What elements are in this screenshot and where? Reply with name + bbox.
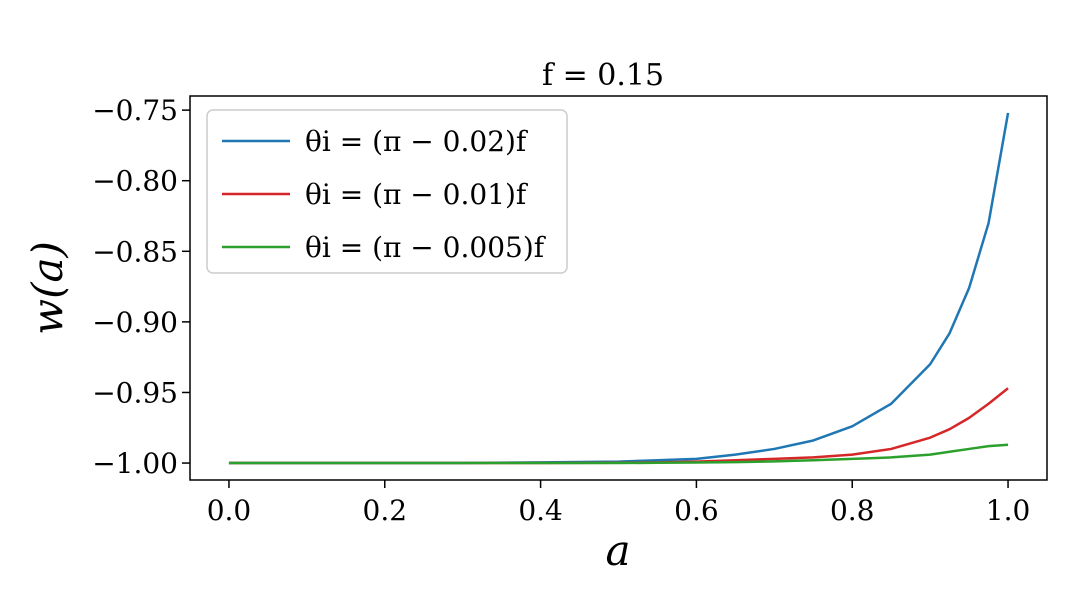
x-tick-label: 0.2: [363, 494, 408, 527]
y-axis: −0.75 −0.80 −0.85 −0.90 −0.95 −1.00: [92, 94, 190, 480]
legend-label-2: θi = (π − 0.01)f: [305, 178, 529, 211]
series-line-3: [228, 443, 1009, 465]
legend-label-3: θi = (π − 0.005)f: [305, 231, 547, 264]
x-tick-label: 0.8: [830, 494, 875, 527]
chart-title: f = 0.15: [542, 58, 664, 93]
plot-frame: [189, 95, 1048, 481]
legend-box: [206, 109, 568, 274]
y-tick-label: −0.75: [92, 94, 178, 127]
legend: θi = (π − 0.02)f θi = (π − 0.01)f θi = (π …: [206, 109, 568, 274]
y-tick-label: −0.90: [92, 306, 178, 339]
y-tick-label: −1.00: [92, 447, 178, 480]
y-tick-label: −0.80: [92, 165, 178, 198]
x-tick-label: 1.0: [986, 494, 1031, 527]
legend-label-1: θi = (π − 0.02)f: [305, 125, 529, 158]
x-axis: 0.0 0.2 0.4 0.6 0.8 1.0: [207, 480, 1031, 527]
x-tick-label: 0.4: [518, 494, 563, 527]
y-tick-label: −0.85: [92, 235, 178, 268]
y-axis-label: w(a): [23, 241, 72, 335]
x-tick-label: 0.6: [674, 494, 719, 527]
series-line-2: [228, 387, 1009, 465]
x-axis-label: a: [605, 526, 630, 575]
plot-area: [228, 112, 1010, 465]
x-tick-label: 0.0: [207, 494, 252, 527]
y-tick-label: −0.95: [92, 376, 178, 409]
